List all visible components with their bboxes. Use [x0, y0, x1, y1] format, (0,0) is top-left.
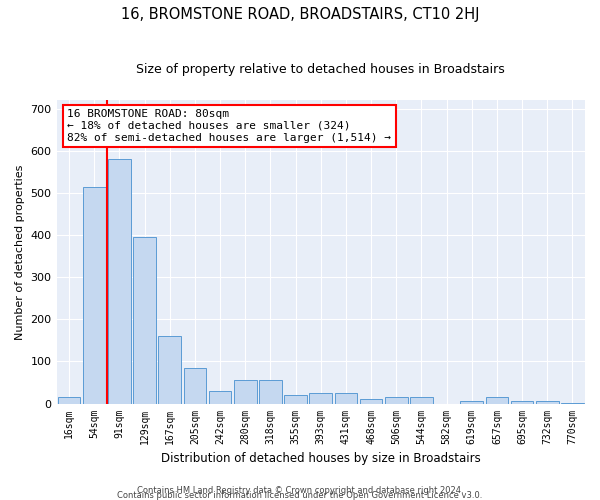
Text: 16, BROMSTONE ROAD, BROADSTAIRS, CT10 2HJ: 16, BROMSTONE ROAD, BROADSTAIRS, CT10 2H… — [121, 8, 479, 22]
Text: 16 BROMSTONE ROAD: 80sqm
← 18% of detached houses are smaller (324)
82% of semi-: 16 BROMSTONE ROAD: 80sqm ← 18% of detach… — [67, 110, 391, 142]
Bar — [184, 368, 206, 404]
Bar — [108, 159, 131, 404]
Bar — [133, 237, 156, 404]
Bar — [360, 400, 382, 404]
Bar — [385, 397, 407, 404]
Title: Size of property relative to detached houses in Broadstairs: Size of property relative to detached ho… — [136, 62, 505, 76]
Bar — [284, 395, 307, 404]
Text: Contains public sector information licensed under the Open Government Licence v3: Contains public sector information licen… — [118, 490, 482, 500]
Bar — [259, 380, 282, 404]
Bar — [410, 397, 433, 404]
Bar — [209, 391, 232, 404]
Bar — [310, 393, 332, 404]
Bar — [561, 402, 584, 404]
Bar — [460, 402, 483, 404]
Bar — [335, 393, 357, 404]
Y-axis label: Number of detached properties: Number of detached properties — [15, 164, 25, 340]
Bar — [234, 380, 257, 404]
X-axis label: Distribution of detached houses by size in Broadstairs: Distribution of detached houses by size … — [161, 452, 481, 465]
Bar — [536, 402, 559, 404]
Bar — [158, 336, 181, 404]
Text: Contains HM Land Registry data © Crown copyright and database right 2024.: Contains HM Land Registry data © Crown c… — [137, 486, 463, 495]
Bar — [58, 397, 80, 404]
Bar — [485, 397, 508, 404]
Bar — [83, 186, 106, 404]
Bar — [511, 402, 533, 404]
